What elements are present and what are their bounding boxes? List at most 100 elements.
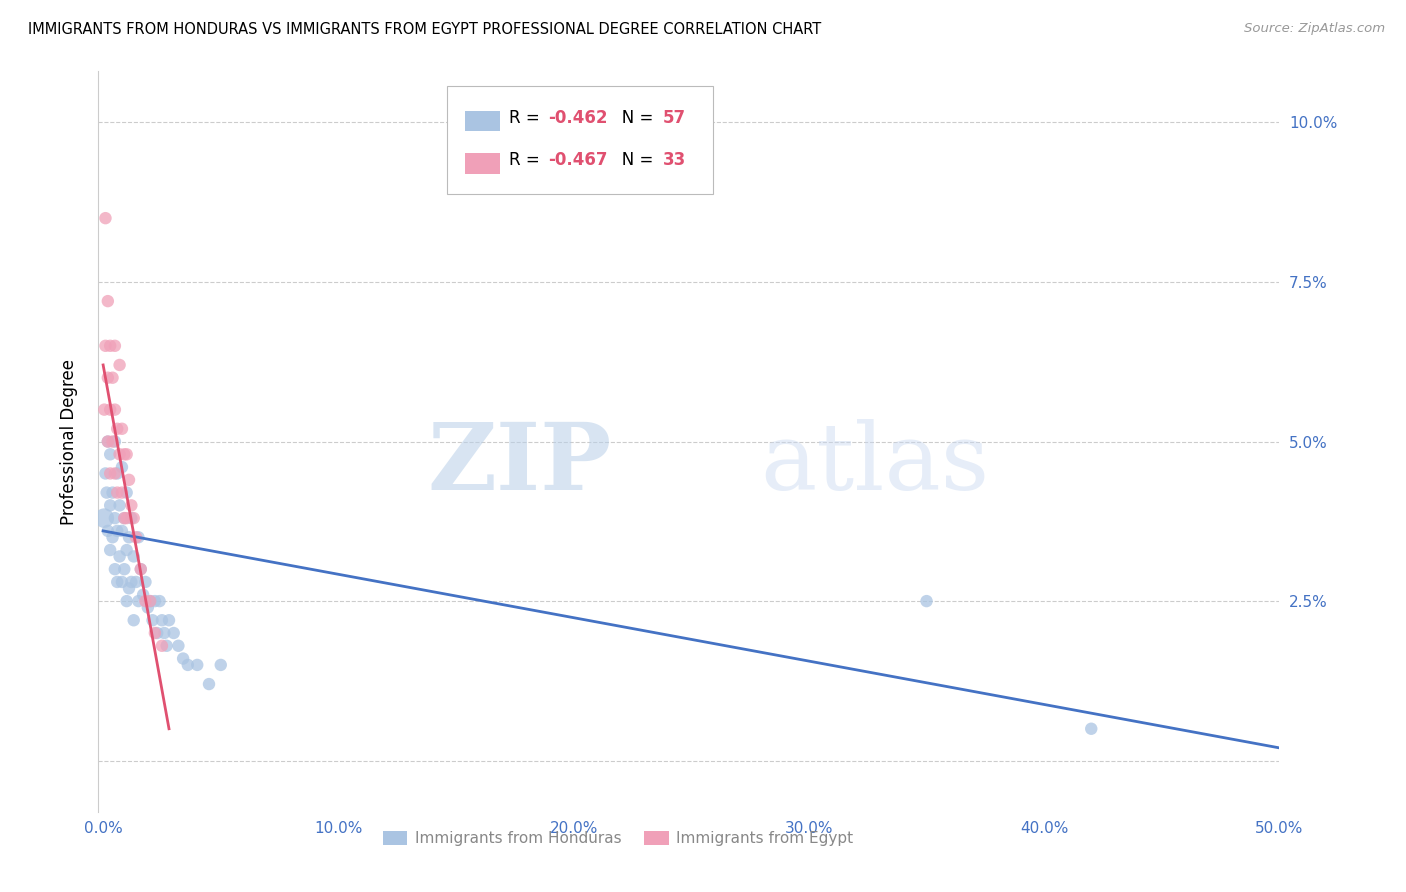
Text: N =: N =: [606, 152, 659, 169]
Text: Source: ZipAtlas.com: Source: ZipAtlas.com: [1244, 22, 1385, 36]
Point: [115, 485, 138, 500]
Point: [150, 639, 173, 653]
Point: [97, 434, 120, 449]
Point: [149, 594, 172, 608]
Point: [143, 594, 166, 608]
Point: [97, 524, 120, 538]
Text: 33: 33: [664, 152, 686, 169]
Point: [112, 511, 135, 525]
Point: [115, 594, 138, 608]
Point: [115, 447, 138, 461]
Point: [104, 339, 127, 353]
Point: [94, 211, 117, 226]
FancyBboxPatch shape: [447, 87, 713, 194]
Point: [115, 543, 138, 558]
Text: IMMIGRANTS FROM HONDURAS VS IMMIGRANTS FROM EGYPT PROFESSIONAL DEGREE CORRELATIO: IMMIGRANTS FROM HONDURAS VS IMMIGRANTS F…: [28, 22, 821, 37]
Point: [139, 594, 162, 608]
Point: [127, 594, 149, 608]
Point: [111, 485, 134, 500]
Point: [104, 511, 127, 525]
Point: [150, 613, 173, 627]
Point: [97, 434, 120, 449]
Text: N =: N =: [606, 109, 659, 127]
Text: atlas: atlas: [759, 418, 988, 508]
Point: [108, 549, 131, 564]
Point: [94, 467, 117, 481]
Point: [96, 485, 118, 500]
Text: ZIP: ZIP: [427, 418, 612, 508]
Point: [177, 657, 200, 672]
Text: -0.467: -0.467: [548, 152, 607, 169]
Point: [98, 447, 121, 461]
Point: [104, 467, 127, 481]
Point: [143, 626, 166, 640]
Point: [105, 467, 128, 481]
Point: [167, 639, 190, 653]
Point: [198, 677, 221, 691]
Point: [120, 574, 142, 589]
Point: [104, 402, 127, 417]
Point: [146, 626, 169, 640]
Point: [112, 447, 135, 461]
Point: [108, 499, 131, 513]
Point: [97, 370, 120, 384]
Point: [120, 499, 142, 513]
Text: 57: 57: [664, 109, 686, 127]
Point: [118, 473, 141, 487]
Point: [101, 370, 124, 384]
Bar: [464, 153, 501, 174]
Point: [163, 626, 186, 640]
Point: [98, 339, 121, 353]
Point: [104, 434, 127, 449]
Point: [94, 339, 117, 353]
Point: [112, 511, 135, 525]
Point: [101, 485, 124, 500]
Point: [125, 574, 148, 589]
Point: [108, 358, 131, 372]
Point: [98, 543, 121, 558]
Point: [118, 530, 141, 544]
Point: [98, 467, 121, 481]
Point: [132, 588, 155, 602]
Point: [118, 582, 141, 596]
Point: [134, 574, 156, 589]
Text: R =: R =: [509, 152, 546, 169]
Y-axis label: Professional Degree: Professional Degree: [59, 359, 77, 524]
Point: [105, 422, 128, 436]
Point: [111, 460, 134, 475]
Point: [101, 530, 124, 544]
Point: [108, 447, 131, 461]
Point: [186, 657, 208, 672]
Point: [98, 499, 121, 513]
Point: [122, 549, 145, 564]
Point: [105, 524, 128, 538]
Point: [97, 294, 120, 309]
Point: [98, 402, 121, 417]
Point: [172, 651, 194, 665]
Point: [105, 574, 128, 589]
Point: [104, 562, 127, 576]
Point: [141, 613, 163, 627]
Point: [157, 613, 180, 627]
Point: [156, 639, 179, 653]
Text: R =: R =: [509, 109, 546, 127]
Point: [115, 511, 138, 525]
Point: [1080, 722, 1102, 736]
Bar: [464, 111, 501, 131]
Text: -0.462: -0.462: [548, 109, 607, 127]
Point: [153, 626, 176, 640]
Point: [129, 562, 152, 576]
Point: [129, 562, 152, 576]
Point: [127, 530, 149, 544]
Point: [111, 422, 134, 436]
Point: [111, 574, 134, 589]
Point: [101, 434, 124, 449]
Point: [134, 594, 156, 608]
Legend: Immigrants from Honduras, Immigrants from Egypt: Immigrants from Honduras, Immigrants fro…: [377, 825, 859, 852]
Point: [209, 657, 232, 672]
Point: [111, 524, 134, 538]
Point: [122, 613, 145, 627]
Point: [105, 485, 128, 500]
Point: [93, 402, 115, 417]
Point: [125, 530, 148, 544]
